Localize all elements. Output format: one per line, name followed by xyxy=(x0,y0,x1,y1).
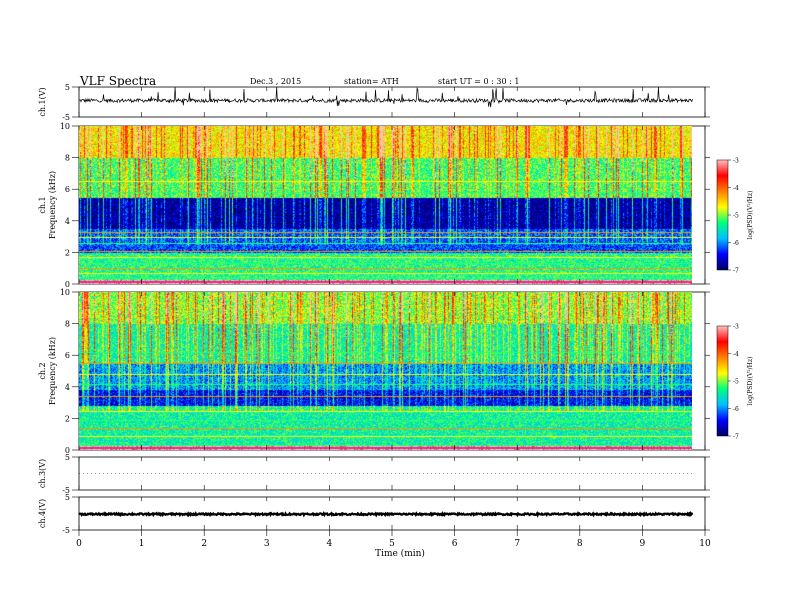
ch2-spectrogram-colorbar-tick-label: -3 xyxy=(733,324,739,331)
ch2-spectrogram-ytick-label: 6 xyxy=(65,351,70,360)
figure-title: VLF Spectra xyxy=(79,74,156,88)
axes-ticks: ch.1(V) 5-5ch.1 Frequency (kHz)0246810ch.2… xyxy=(38,83,711,549)
x-tick-label: 6 xyxy=(452,539,458,549)
start-ut-label: start UT = 0 : 30 : 1 xyxy=(438,77,519,86)
ch1-spectrogram-colorbar-tick-label: -7 xyxy=(733,268,739,275)
x-tick-label: 1 xyxy=(139,539,145,549)
ch2-spectrogram-ytick-label: 10 xyxy=(60,288,70,297)
ch3-waveform-ytick-label: -5 xyxy=(62,486,70,495)
ch2-spectrogram-colorbar-tick-label: -6 xyxy=(733,406,739,413)
ch1-spectrogram-ytick-label: 4 xyxy=(65,217,70,226)
x-tick-label: 7 xyxy=(514,539,520,549)
ch1-spectrogram-ytick-label: 0 xyxy=(65,280,70,289)
ch2-spectrogram-pixels xyxy=(79,292,692,450)
ch2-spectrogram-ytick-label: 2 xyxy=(65,414,70,423)
ch1-spectrogram-colorbar-tick-label: -4 xyxy=(733,185,739,192)
ch1-spectrogram-ytick-label: 2 xyxy=(65,248,70,257)
ch2-spectrogram-ylabel: ch.2 xyxy=(38,362,47,379)
ch4-waveform-trace xyxy=(78,510,694,518)
ch2-spectrogram-image xyxy=(79,292,692,450)
ch1-spectrogram-ytick-label: 10 xyxy=(60,122,70,131)
x-tick-label: 5 xyxy=(389,539,395,549)
ch2-spectrogram-ytick-label: 8 xyxy=(65,320,70,329)
date-label: Dec.3 , 2015 xyxy=(250,77,301,86)
ch1-waveform-ytick-label: 5 xyxy=(65,83,70,92)
station-label: station= ATH xyxy=(344,77,399,86)
ch1-spectrogram-colorbar-tick-label: -6 xyxy=(733,240,739,247)
ch1-waveform-line xyxy=(78,86,693,108)
x-tick-label: 10 xyxy=(699,539,711,549)
ch1-spectrogram-colorbar-tick-label: -3 xyxy=(733,158,739,165)
ch1-waveform-ytick-label: -5 xyxy=(62,113,70,122)
ch1-spectrogram-ytick-label: 8 xyxy=(65,154,70,163)
x-tick-label: 4 xyxy=(327,539,333,549)
ch1-spectrogram-colorbar-label: log(PSD)(V²/Hz) xyxy=(747,191,754,240)
ch4-waveform-ytick-label: -5 xyxy=(62,526,70,535)
ch4-waveform-ytick-label: 5 xyxy=(65,493,70,502)
ch1-spectrogram-image xyxy=(79,126,692,284)
colorbars: -3 -4 -5 -6 -7 log(PSD)(V²/Hz) -3 -4 -5 -6 -7 log(P… xyxy=(716,158,754,441)
ch4-waveform-line xyxy=(78,510,694,518)
ch1-spectrogram-ylabel: Frequency (kHz) xyxy=(48,171,57,239)
ch1-waveform-trace xyxy=(78,86,693,108)
x-tick-label: 9 xyxy=(640,539,646,549)
ch2-spectrogram-colorbar-tick-label: -7 xyxy=(733,434,739,441)
ch1-waveform-ylabel: ch.1(V) xyxy=(38,87,47,116)
ch2-spectrogram-ytick-label: 0 xyxy=(65,446,70,455)
ch1-spectrogram-colorbar-tick-label: -5 xyxy=(733,213,739,220)
x-tick-label: 2 xyxy=(201,539,207,549)
x-tick-label: 3 xyxy=(264,539,270,549)
ch1-spectrogram-colorbar xyxy=(716,159,729,271)
ch2-spectrogram-colorbar-tick-label: -5 xyxy=(733,379,739,386)
x-tick-label: 0 xyxy=(76,539,82,549)
ch2-spectrogram-colorbar-label: log(PSD)(V²/Hz) xyxy=(747,357,754,406)
ch1-spectrogram-pixels xyxy=(79,126,692,284)
ch4-waveform-ylabel: ch.4(V) xyxy=(38,499,47,528)
ch2-spectrogram-colorbar xyxy=(716,325,729,437)
ch2-spectrogram-colorbar-tick-label: -4 xyxy=(733,351,739,358)
ch2-spectrogram-ytick-label: 4 xyxy=(65,383,70,392)
ch2-spectrogram-ylabel: Frequency (kHz) xyxy=(48,337,57,405)
ch3-waveform-ylabel: ch.3(V) xyxy=(38,459,47,488)
ch1-spectrogram-ytick-label: 6 xyxy=(65,185,70,194)
x-axis-label: Time (min) xyxy=(375,548,425,559)
ch1-spectrogram-ylabel: ch.1 xyxy=(38,196,47,213)
x-tick-label: 8 xyxy=(577,539,583,549)
ch3-waveform-ytick-label: 5 xyxy=(65,453,70,462)
